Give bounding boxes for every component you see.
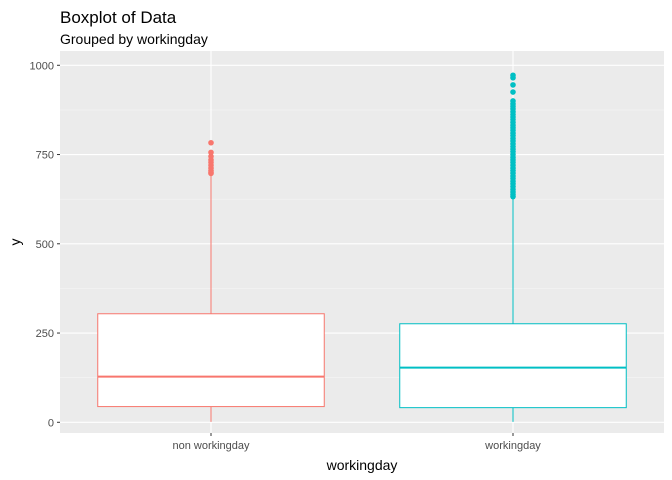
y-tick-label: 1000 xyxy=(30,60,54,72)
box-iqr xyxy=(399,323,627,409)
y-tick-label: 750 xyxy=(36,150,54,162)
chart-title: Boxplot of Data xyxy=(60,8,177,27)
box-group xyxy=(399,72,627,422)
outlier-point xyxy=(208,139,214,146)
x-tick-label: non workingday xyxy=(172,440,250,452)
outlier-point xyxy=(208,149,214,156)
y-tick-label: 250 xyxy=(36,328,54,340)
outlier-point xyxy=(510,82,516,88)
outlier-point xyxy=(510,98,516,104)
y-tick-label: 500 xyxy=(36,239,54,251)
chart-subtitle: Grouped by workingday xyxy=(60,31,208,47)
box-layer xyxy=(97,72,627,422)
outlier-point xyxy=(510,89,516,95)
box-group xyxy=(97,139,325,422)
x-axis-title: workingday xyxy=(326,457,398,473)
x-tick-label: workingday xyxy=(484,440,541,452)
outlier-point xyxy=(510,72,516,79)
y-axis-title: y xyxy=(7,239,23,246)
y-tick-label: 0 xyxy=(48,417,54,429)
outlier-point xyxy=(208,153,214,160)
box-iqr xyxy=(97,313,325,408)
axis-layer: 0 250 500 750 1000 non workingday workingday xyxy=(30,60,542,452)
